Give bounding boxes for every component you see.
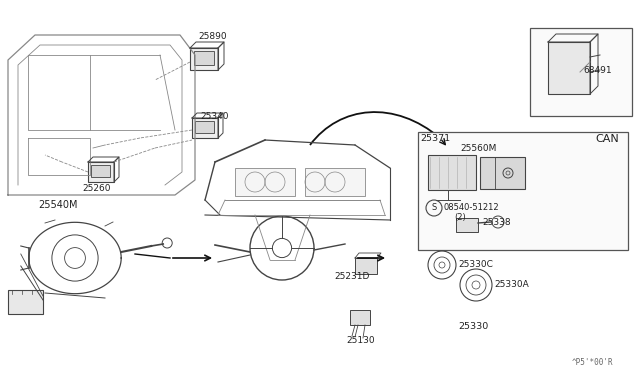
FancyBboxPatch shape [235,168,295,196]
FancyBboxPatch shape [418,132,628,250]
Text: (2): (2) [454,213,466,222]
FancyBboxPatch shape [530,28,632,116]
FancyBboxPatch shape [480,157,525,189]
Text: 25890: 25890 [198,32,227,41]
Text: 25371: 25371 [420,134,450,143]
Text: ^P5'*00'R: ^P5'*00'R [572,358,614,367]
FancyBboxPatch shape [350,310,370,325]
FancyBboxPatch shape [194,51,214,65]
FancyBboxPatch shape [190,48,218,70]
Text: 25260: 25260 [82,184,111,193]
Text: 08540-51212: 08540-51212 [444,203,500,212]
FancyBboxPatch shape [8,290,43,314]
Text: 25130: 25130 [346,336,374,345]
FancyBboxPatch shape [305,168,365,196]
FancyBboxPatch shape [88,162,114,182]
FancyBboxPatch shape [195,121,214,133]
FancyBboxPatch shape [355,258,377,274]
FancyBboxPatch shape [456,218,478,232]
Text: S: S [431,203,436,212]
Text: 25560M: 25560M [460,144,497,153]
Text: 25340: 25340 [200,112,228,121]
Text: 25330A: 25330A [494,280,529,289]
FancyBboxPatch shape [428,155,476,190]
Text: 25540M: 25540M [38,200,77,210]
FancyBboxPatch shape [91,165,110,177]
Text: 25330C: 25330C [458,260,493,269]
Text: 25330: 25330 [458,322,488,331]
FancyBboxPatch shape [548,42,590,94]
Text: 68491: 68491 [583,66,612,75]
Text: 25231D: 25231D [334,272,369,281]
Text: CAN: CAN [595,134,619,144]
Text: 25338: 25338 [482,218,511,227]
FancyBboxPatch shape [192,118,218,138]
